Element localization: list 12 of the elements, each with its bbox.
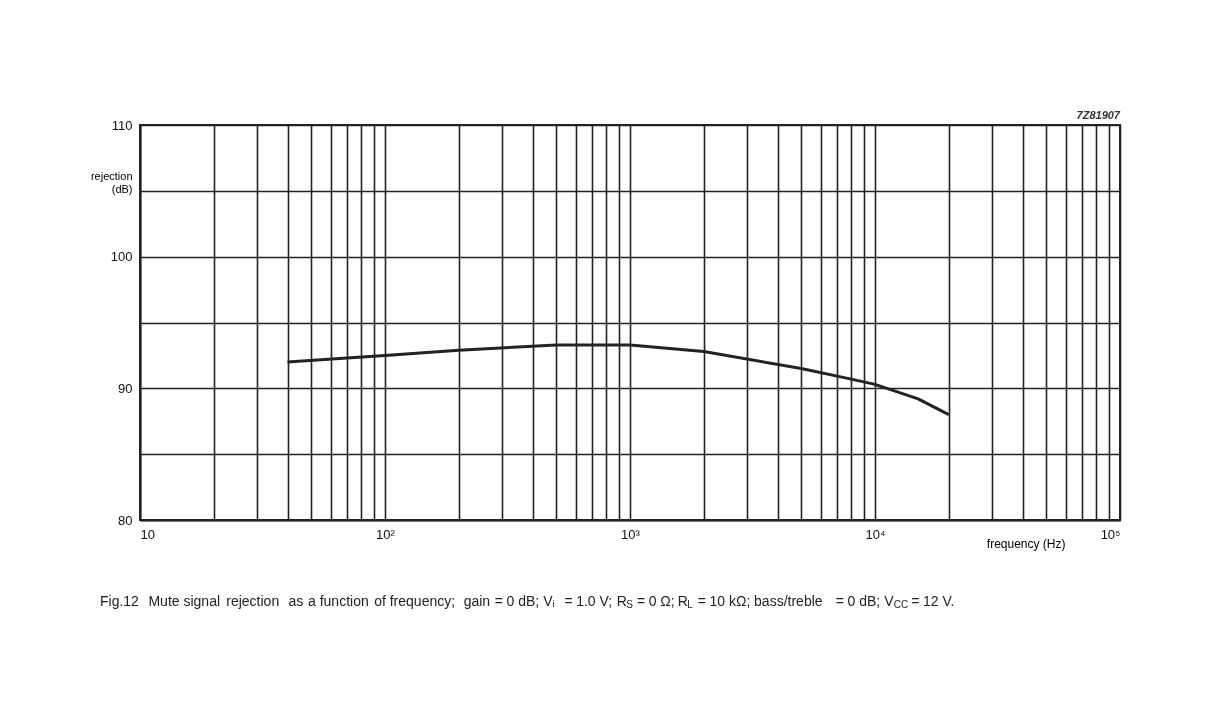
y-tick-label: 100 [110,249,133,265]
x-tick-label: 10 [140,526,155,542]
x-tick-label: 10² [376,526,396,542]
x-tick-label: 10³ [621,526,641,542]
x-axis-title: frequency (Hz) [986,536,1066,551]
x-tick-label: 10⁴ [865,526,886,542]
text: 7Z81907 [1076,109,1121,121]
y-tick-label: 90 [118,380,133,396]
y-tick-label: 80 [118,512,133,528]
y-axis-title: rejection (dB) [90,169,133,195]
x-tick-label: 10⁵ [1100,526,1121,542]
y-tick-label: 110 [111,117,133,133]
